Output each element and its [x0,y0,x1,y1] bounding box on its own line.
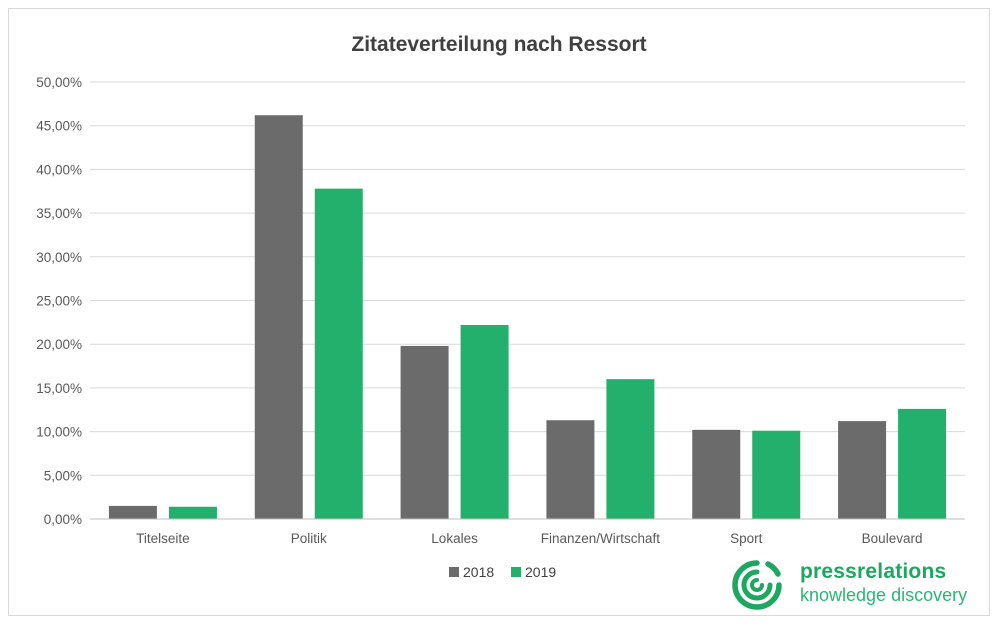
y-tick-label: 20,00% [36,337,82,352]
y-tick-label: 35,00% [36,206,82,221]
y-tick-label: 5,00% [44,468,82,483]
y-tick-label: 15,00% [36,381,82,396]
bar-2018-Politik [254,115,303,519]
gridlines [90,81,965,476]
bar-2019-Titelseite [168,506,217,519]
y-tick-label: 10,00% [36,425,82,440]
logo-name: pressrelations [800,560,947,583]
legend-swatch-2019 [511,567,521,577]
bar-2018-Boulevard [838,421,887,519]
y-tick-label: 30,00% [36,250,82,265]
x-tick-label: Sport [730,531,763,546]
legend-label: 2018 [463,564,494,580]
bar-2018-Titelseite [108,505,157,519]
y-tick-label: 25,00% [36,294,82,309]
x-tick-label: Boulevard [862,531,923,546]
y-tick-label: 40,00% [36,162,82,177]
legend-swatch-2018 [449,567,459,577]
y-tick-label: 50,00% [36,75,82,90]
bars [108,115,947,520]
bar-2018-Sport [692,429,741,519]
x-tick-label: Finanzen/Wirtschaft [541,531,661,546]
legend-label: 2019 [525,564,556,580]
bar-2019-Sport [752,430,801,519]
bar-2018-Finanzen/Wirtschaft [546,420,595,519]
pressrelations-logo: pressrelations knowledge discovery [728,556,990,614]
y-axis-ticks: 0,00% 5,00% 10,00% 15,00% 20,00% 25,00% 30,00%… [36,75,82,527]
bar-2019-Boulevard [898,408,947,519]
bar-2019-Lokales [460,324,509,519]
pressrelations-logo-icon [732,560,782,610]
chart-title: Zitateverteilung nach Ressort [351,33,646,56]
bar-2019-Finanzen/Wirtschaft [606,379,655,519]
x-tick-label: Politik [291,531,327,546]
x-tick-label: Lokales [431,531,478,546]
bar-2019-Politik [314,188,363,520]
legend: 2018 2019 [449,564,556,580]
y-tick-label: 45,00% [36,119,82,134]
bar-2018-Lokales [400,345,449,519]
y-tick-label: 0,00% [44,512,82,527]
logo-tagline: knowledge discovery [800,585,968,605]
x-tick-label: Titelseite [136,531,190,546]
x-axis-ticks: Titelseite Politik Lokales Finanzen/Wirtsch… [136,531,922,546]
